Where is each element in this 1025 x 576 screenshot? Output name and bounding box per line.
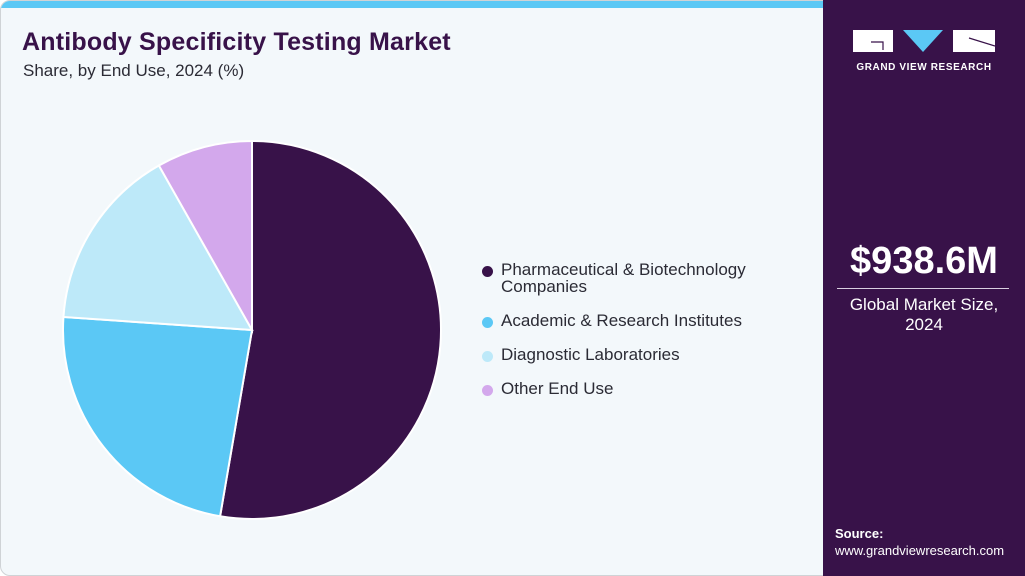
legend-item-other: Other End Use: [482, 380, 812, 397]
pie-slice-academic: [62, 315, 254, 518]
chart-subtitle: Share, by End Use, 2024 (%): [23, 61, 245, 80]
legend-dot-icon: [482, 317, 493, 328]
legend-label: Pharmaceutical & Biotechnology Companies: [501, 260, 746, 296]
market-size-label: Global Market Size, 2024: [823, 295, 1025, 335]
source-link[interactable]: www.grandviewresearch.com: [835, 543, 1005, 558]
legend-label: Academic & Research Institutes: [501, 311, 742, 330]
market-size-label-line2: 2024: [905, 315, 943, 334]
accent-bar: [1, 1, 824, 8]
legend-dot-icon: [482, 266, 493, 277]
legend-item-diagnostic: Diagnostic Laboratories: [482, 346, 812, 363]
legend-item-pharma: Pharmaceutical & Biotechnology Companies: [482, 261, 812, 295]
pie-slice-diagnostic: [62, 164, 254, 332]
side-panel: GRAND VIEW RESEARCH $938.6M Global Marke…: [823, 0, 1025, 576]
legend-label: Other End Use: [501, 379, 614, 398]
gvr-logo-icon: [853, 30, 995, 52]
legend-item-academic: Academic & Research Institutes: [482, 312, 812, 329]
pie-slice-pharma: [218, 139, 442, 520]
market-size-value: $938.6M: [850, 240, 998, 282]
source-label: Source:: [835, 526, 884, 541]
pie-slice-other: [157, 139, 253, 334]
market-size-label-line1: Global Market Size,: [849, 295, 999, 314]
legend-label: Diagnostic Laboratories: [501, 345, 680, 364]
legend-dot-icon: [482, 385, 493, 396]
pie-chart: [62, 139, 442, 520]
divider: [837, 288, 1009, 289]
brand-name: GRAND VIEW RESEARCH: [856, 62, 992, 73]
legend-dot-icon: [482, 351, 493, 362]
legend: Pharmaceutical & Biotechnology Companies…: [482, 261, 812, 414]
chart-title: Antibody Specificity Testing Market: [22, 28, 451, 56]
